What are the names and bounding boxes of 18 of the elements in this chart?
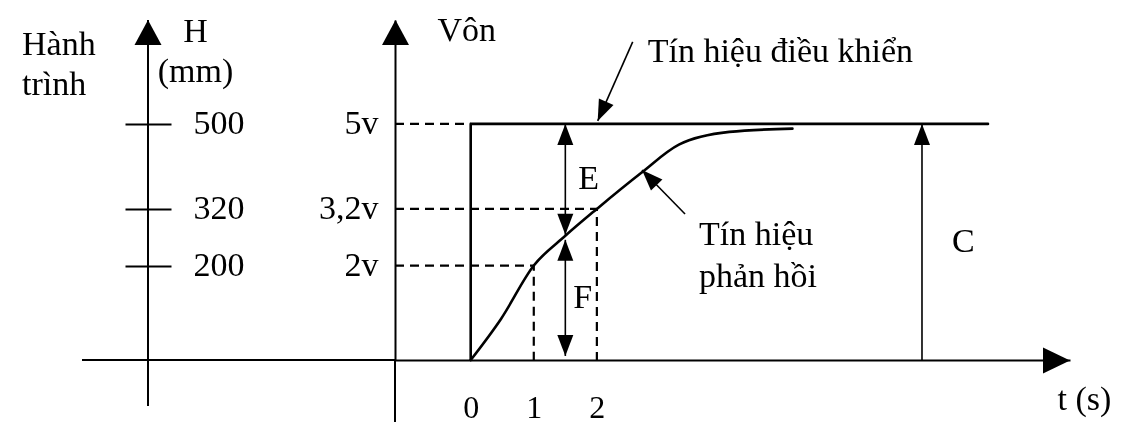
y-tick-label: 5v xyxy=(344,104,379,142)
y2-axis-title: H (mm) xyxy=(157,11,234,90)
annotation: C xyxy=(951,221,975,259)
series-label: Tín hiệu điều khiển xyxy=(647,31,914,69)
annotation: F xyxy=(573,277,593,315)
x-tick-label: 0 xyxy=(463,388,480,425)
x-tick-label: 2 xyxy=(589,388,606,425)
y2-tick-label: 500 xyxy=(193,104,245,142)
y-tick-label: 2v xyxy=(344,246,379,284)
text: Hành trình xyxy=(22,25,96,102)
x-tick-label: 1 xyxy=(526,388,543,425)
y2-tick-label: 200 xyxy=(193,246,245,284)
y2-tick-label: 320 xyxy=(193,189,245,227)
text: Tín hiệu phản hồi xyxy=(699,215,818,294)
y-axis-title: Vôn xyxy=(437,10,497,48)
x-axis-title: t (s) xyxy=(1057,379,1112,418)
annotation: E xyxy=(578,159,600,197)
y-tick-label: 3,2v xyxy=(319,189,379,227)
